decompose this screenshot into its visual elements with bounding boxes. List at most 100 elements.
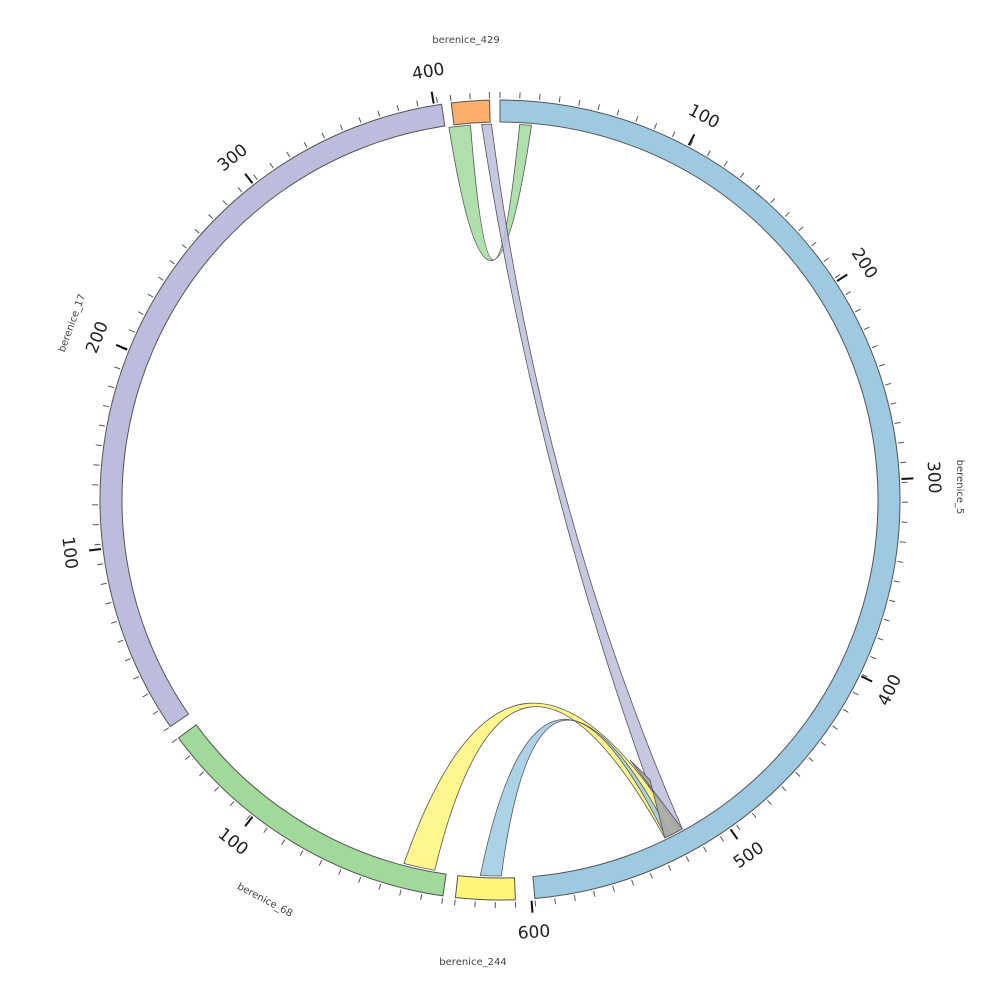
minor-tick (359, 117, 361, 123)
tick-label: 600 (517, 921, 551, 943)
major-tick (89, 549, 101, 550)
major-tick (901, 478, 913, 479)
segment-label-berenice_68: berenice_68 (235, 881, 294, 919)
minor-tick (223, 201, 227, 205)
tick-label: 100 (685, 100, 723, 133)
minor-tick (238, 187, 242, 192)
minor-tick (99, 425, 105, 426)
minor-tick (812, 242, 817, 246)
minor-tick (359, 877, 361, 883)
minor-tick (632, 880, 634, 886)
minor-tick (796, 772, 800, 776)
minor-tick (164, 728, 169, 731)
minor-tick (421, 894, 422, 900)
labels-layer: 100200300400500600berenice_5100berenice_… (57, 35, 965, 968)
minor-tick (756, 185, 760, 190)
minor-tick (574, 895, 575, 901)
segment-berenice_17 (100, 104, 445, 726)
segment-label-berenice_244: berenice_244 (439, 957, 506, 968)
minor-tick (782, 787, 786, 791)
links-layer (404, 124, 682, 876)
minor-tick (97, 564, 103, 565)
minor-tick (322, 133, 325, 138)
minor-tick (129, 330, 134, 333)
minor-tick (843, 709, 848, 712)
minor-tick (835, 275, 840, 278)
minor-tick (158, 277, 163, 280)
minor-tick (436, 97, 437, 103)
minor-tick (900, 542, 906, 543)
minor-tick (895, 422, 901, 423)
tick-label: 200 (82, 319, 113, 357)
minor-tick (799, 227, 803, 231)
minor-tick (878, 638, 884, 640)
minor-tick (319, 860, 322, 865)
segment-berenice_68 (178, 725, 446, 896)
minor-tick (304, 142, 307, 147)
minor-tick (455, 899, 456, 905)
minor-tick (668, 865, 671, 870)
major-tick (245, 817, 252, 826)
minor-tick (785, 212, 789, 216)
minor-tick (270, 163, 273, 168)
minor-tick (809, 758, 814, 762)
minor-tick (96, 445, 102, 446)
minor-tick (555, 898, 556, 904)
minor-tick (282, 840, 285, 845)
tick-label: 500 (730, 838, 768, 873)
minor-tick (379, 884, 381, 890)
minor-tick (185, 756, 190, 760)
minor-tick (894, 581, 900, 582)
minor-tick (170, 260, 175, 264)
minor-tick (879, 364, 885, 366)
minor-tick (114, 367, 120, 369)
minor-tick (703, 847, 706, 852)
minor-tick (125, 659, 131, 661)
minor-tick (118, 640, 124, 642)
tick-label: 100 (57, 536, 81, 571)
minor-tick (143, 694, 148, 697)
minor-tick (417, 101, 418, 107)
minor-tick (339, 869, 341, 875)
minor-tick (579, 100, 580, 106)
minor-tick (340, 125, 342, 131)
minor-tick (897, 561, 903, 562)
minor-tick (740, 173, 744, 178)
major-tick (532, 901, 533, 913)
major-tick (432, 92, 434, 104)
minor-tick (195, 229, 199, 233)
major-tick (245, 174, 252, 183)
tick-label: 100 (214, 824, 252, 860)
minor-tick (771, 198, 775, 202)
minor-tick (833, 726, 838, 729)
minor-tick (720, 836, 723, 841)
minor-tick (650, 873, 652, 879)
minor-tick (535, 900, 536, 906)
major-tick (731, 829, 738, 839)
minor-tick (103, 405, 109, 406)
tick-label: 300 (214, 140, 252, 176)
minor-tick (767, 800, 771, 804)
minor-tick (594, 891, 595, 897)
minor-tick (617, 110, 619, 116)
minor-tick (752, 813, 756, 818)
minor-tick (397, 105, 399, 111)
minor-tick (889, 600, 895, 601)
minor-tick (872, 345, 878, 347)
minor-tick (182, 245, 187, 249)
minor-tick (724, 161, 727, 166)
minor-tick (450, 95, 451, 101)
minor-tick (199, 772, 203, 776)
minor-tick (230, 801, 234, 805)
segment-label-berenice_429: berenice_429 (432, 35, 499, 46)
minor-tick (737, 825, 741, 830)
minor-tick (654, 123, 656, 129)
minor-tick (287, 152, 290, 157)
minor-tick (133, 677, 138, 680)
minor-tick (111, 622, 117, 624)
minor-tick (540, 94, 541, 100)
minor-tick (378, 111, 380, 117)
minor-tick (94, 544, 100, 545)
